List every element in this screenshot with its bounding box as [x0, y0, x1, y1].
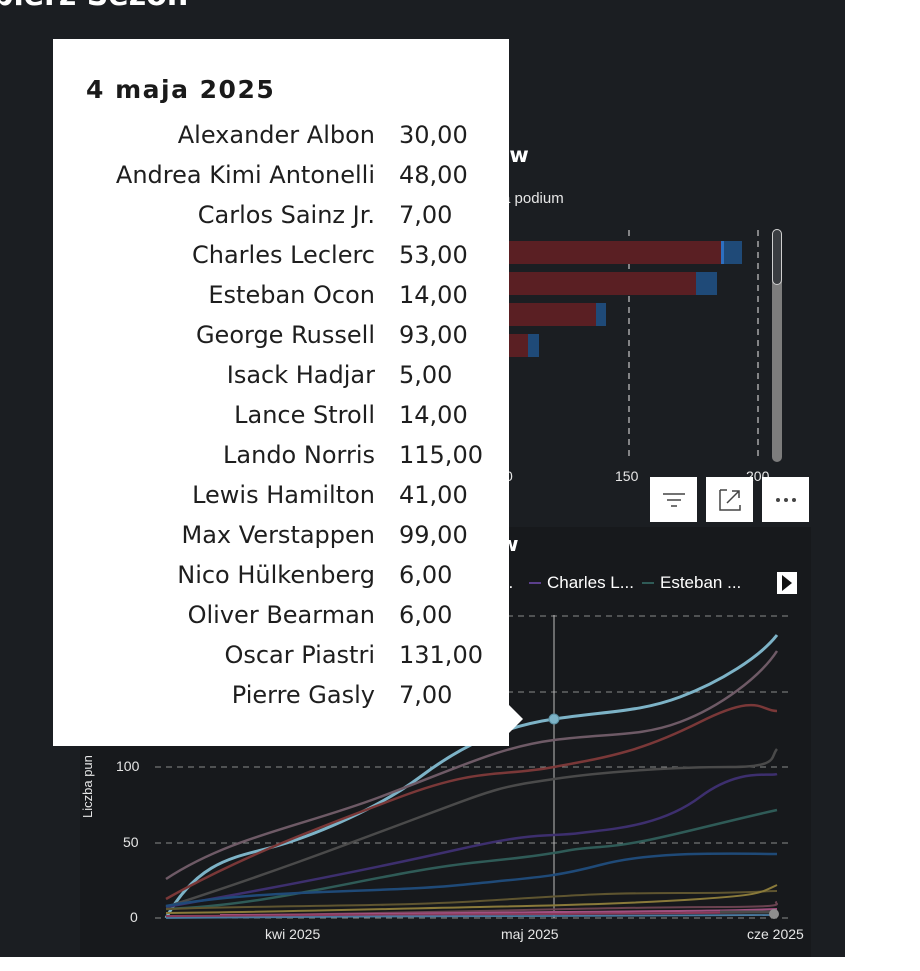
- tooltip-row: Lando Norris 115,00: [53, 441, 509, 481]
- tooltip-row-name: George Russell: [195, 321, 375, 349]
- tooltip-row-value: 7,00: [399, 681, 453, 709]
- tooltip-row-name: Lando Norris: [223, 441, 375, 469]
- tooltip-row: Isack Hadjar 5,00: [53, 361, 509, 401]
- tooltip-row-value: 7,00: [399, 201, 453, 229]
- bar-segment: [696, 272, 717, 295]
- bar-segment: [724, 241, 742, 264]
- tooltip: 4 maja 2025 Alexander Albon 30,00 Andrea…: [53, 39, 509, 746]
- tooltip-row-value: 6,00: [399, 561, 453, 589]
- bar-chart[interactable]: [500, 222, 770, 462]
- tooltip-row: Charles Leclerc 53,00: [53, 241, 509, 281]
- tooltip-row: Esteban Ocon 14,00: [53, 281, 509, 321]
- tooltip-row-value: 99,00: [399, 521, 468, 549]
- legend-swatch: [642, 582, 654, 584]
- tooltip-row-name: Max Verstappen: [181, 521, 376, 549]
- tooltip-row-value: 115,00: [399, 441, 483, 469]
- x-tick: maj 2025: [501, 926, 559, 942]
- tooltip-row-name: Carlos Sainz Jr.: [197, 201, 375, 229]
- tooltip-row-name: Alexander Albon: [177, 121, 375, 149]
- page-title: bierz Sezon: [0, 0, 188, 13]
- more-options-icon: [775, 497, 796, 502]
- y-tick: 50: [123, 834, 139, 850]
- tooltip-row-value: 41,00: [399, 481, 468, 509]
- filter-button[interactable]: [650, 477, 697, 522]
- tooltip-row-value: 14,00: [399, 281, 468, 309]
- tooltip-row-value: 5,00: [399, 361, 453, 389]
- tooltip-row-value: 48,00: [399, 161, 468, 189]
- tooltip-pointer: [509, 705, 523, 733]
- y-tick: 100: [116, 758, 140, 774]
- end-point: [769, 909, 779, 919]
- scrollbar-thumb[interactable]: [772, 229, 782, 285]
- series-line-kimi-antonelli: [165, 852, 778, 908]
- tooltip-row-value: 14,00: [399, 401, 468, 429]
- tooltip-row: Max Verstappen 99,00: [53, 521, 509, 561]
- tooltip-row-value: 53,00: [399, 241, 468, 269]
- bar-segment: [500, 272, 696, 295]
- legend-swatch: [529, 582, 541, 584]
- series-line-alexander-albon: [165, 890, 778, 910]
- tooltip-row-value: 30,00: [399, 121, 468, 149]
- tooltip-row: Lance Stroll 14,00: [53, 401, 509, 441]
- bar-segment: [596, 303, 606, 326]
- series-line-max-verstappen: [165, 703, 778, 901]
- tooltip-row-value: 6,00: [399, 601, 453, 629]
- bar-x-tick: 150: [615, 468, 639, 484]
- focus-mode-icon: [718, 488, 741, 511]
- line-chart[interactable]: [80, 527, 811, 957]
- y-tick: 0: [130, 909, 138, 925]
- series-line-george-russell: [165, 748, 779, 909]
- tooltip-row: Alexander Albon 30,00: [53, 121, 509, 161]
- tooltip-row-value: 93,00: [399, 321, 468, 349]
- scrollbar-track[interactable]: [772, 229, 782, 462]
- tooltip-row: Oliver Bearman 6,00: [53, 601, 509, 641]
- legend-next-button[interactable]: [777, 572, 797, 594]
- y-axis-title: Liczba pun: [80, 755, 95, 818]
- series-line-charles-leclerc: [165, 772, 778, 909]
- tooltip-row-name: Oscar Piastri: [224, 641, 375, 669]
- tooltip-row-name: Isack Hadjar: [226, 361, 375, 389]
- tooltip-row: Pierre Gasly 7,00: [53, 681, 509, 721]
- more-options-button[interactable]: [762, 477, 809, 522]
- tooltip-row: Andrea Kimi Antonelli 48,00: [53, 161, 509, 201]
- tooltip-row-name: Esteban Ocon: [208, 281, 375, 309]
- x-tick: kwi 2025: [265, 926, 321, 942]
- tooltip-row-name: Lance Stroll: [234, 401, 375, 429]
- tooltip-date: 4 maja 2025: [86, 75, 276, 104]
- bar-segment: [500, 241, 721, 264]
- bar-legend-label: a podium: [502, 190, 564, 207]
- tooltip-row: Oscar Piastri 131,00: [53, 641, 509, 681]
- tooltip-row-name: Charles Leclerc: [192, 241, 375, 269]
- focus-mode-button[interactable]: [706, 477, 753, 522]
- bar-segment: [500, 303, 596, 326]
- bar-segment: [528, 334, 539, 357]
- tooltip-row: Nico Hülkenberg 6,00: [53, 561, 509, 601]
- tooltip-row-name: Andrea Kimi Antonelli: [115, 161, 375, 189]
- legend-item[interactable]: Esteban ...: [642, 573, 741, 593]
- tooltip-row-name: Oliver Bearman: [187, 601, 375, 629]
- chevron-right-icon: [782, 575, 792, 591]
- tooltip-row-value: 131,00: [399, 641, 483, 669]
- legend-item-label: Charles L...: [547, 573, 634, 592]
- series-line-nico-hulkenberg: [165, 914, 778, 919]
- tooltip-row-name: Pierre Gasly: [231, 681, 375, 709]
- x-tick: cze 2025: [747, 926, 804, 942]
- series-line-esteban-ocon: [165, 884, 778, 914]
- series-line-oscar-piastri: [164, 634, 779, 919]
- tooltip-row: Lewis Hamilton 41,00: [53, 481, 509, 521]
- tooltip-row: Carlos Sainz Jr. 7,00: [53, 201, 509, 241]
- tooltip-row-name: Nico Hülkenberg: [177, 561, 375, 589]
- tooltip-row-name: Lewis Hamilton: [192, 481, 375, 509]
- series-line-lando-norris: [165, 650, 779, 881]
- bar-segment: [721, 241, 724, 264]
- tooltip-row: George Russell 93,00: [53, 321, 509, 361]
- filter-icon: [662, 492, 685, 507]
- legend-item[interactable]: Charles L...: [529, 573, 634, 593]
- hover-point: [548, 713, 560, 725]
- legend-item-label: Esteban ...: [660, 573, 742, 592]
